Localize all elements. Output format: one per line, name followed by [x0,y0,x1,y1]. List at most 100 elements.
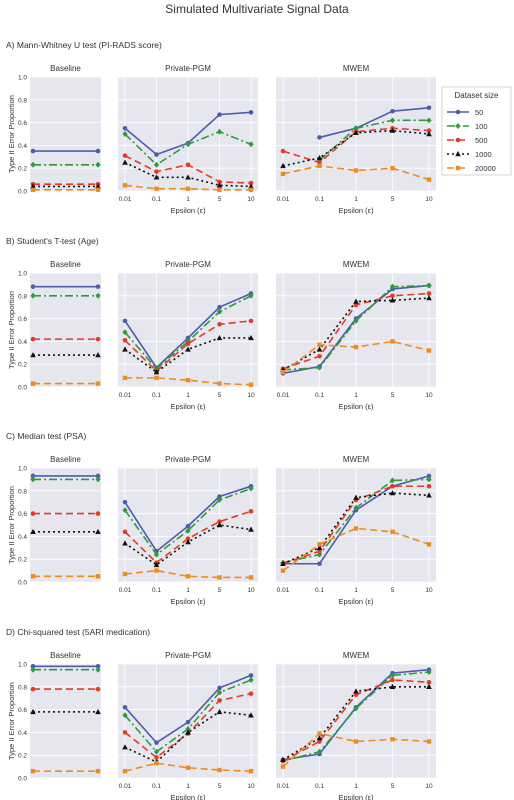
pgm-point-20000 [185,186,191,191]
mwem-point-1000 [316,346,323,352]
mwem-point-100 [389,117,396,124]
pgm-point-20000 [122,768,128,774]
mwem-point-500 [390,293,395,299]
baseline-marker-1000 [30,352,36,358]
x-tick-label: 5 [218,196,222,203]
x-tick-label: 0.01 [119,587,132,594]
mwem-point-100 [426,282,432,289]
y-tick-label: 0.4 [18,143,27,150]
legend-marker-20000 [455,165,461,171]
pgm-point-50 [217,685,222,691]
pgm-point-1000 [216,708,223,715]
panel-pgm: Private-PGM 0.01 0.1 1 5 10 Epsilon (ε) [118,260,258,411]
legend-label-500: 500 [475,136,488,145]
baseline-marker-500 [95,511,101,516]
pgm-point-100 [153,161,160,168]
x-axis-label: Epsilon (ε) [170,597,206,606]
pgm-point-50 [248,673,254,678]
pgm-point-1000 [122,744,128,750]
x-tick-label: 10 [425,783,433,790]
y-tick-label: 0.6 [18,316,27,323]
pgm-point-1000 [216,334,223,341]
baseline-marker-100 [30,161,36,168]
mwem-point-20000 [426,177,432,182]
baseline-marker-100 [95,161,101,168]
legend-marker-1000 [455,151,461,157]
legend-label-1000: 1000 [475,150,492,159]
mwem-point-1000 [426,295,432,301]
mwem-point-100 [353,125,359,132]
x-tick-label: 5 [218,783,222,790]
y-tick-label: 0.8 [18,684,27,691]
pgm-point-100 [122,507,128,514]
x-tick-label: 10 [247,587,255,594]
pgm-point-50 [154,740,159,745]
baseline-marker-50 [95,473,101,479]
baseline-marker-100 [95,666,101,673]
baseline-marker-20000 [30,187,36,193]
y-tick-label: 0.8 [18,97,27,104]
legend-label-50: 50 [475,108,483,117]
mwem-point-1000 [316,735,323,741]
pgm-point-1000 [248,712,254,718]
mwem-point-20000 [390,166,395,171]
mwem-point-1000 [353,494,359,500]
mwem-line-1000 [282,297,430,371]
pgm-line-20000 [124,184,251,191]
pgm-point-500 [185,341,191,346]
mwem-point-20000 [353,526,359,531]
panel-title: Private-PGM [165,651,211,660]
mwem-point-20000 [280,764,286,769]
pgm-point-1000 [185,539,191,545]
baseline-marker-1000 [95,352,101,358]
y-tick-label: 1.0 [18,662,27,669]
mwem-point-1000 [316,544,323,550]
baseline-marker-100 [95,292,101,299]
mwem-point-100 [353,705,359,712]
mwem-line-20000 [282,165,430,181]
baseline-marker-20000 [30,574,36,579]
pgm-line-1000 [124,524,252,566]
mwem-point-20000 [280,171,286,177]
pgm-point-50 [185,335,191,341]
baseline-marker-100 [30,476,36,483]
pgm-point-50 [122,705,128,710]
row-label: A) Mann-Whitney U test (PI-RADS score) [6,40,162,50]
mwem-point-20000 [317,542,322,547]
mwem-point-100 [389,672,396,679]
mwem-point-20000 [390,529,395,535]
pgm-point-500 [217,179,222,185]
mwem-point-500 [426,291,432,296]
pgm-point-100 [216,308,223,315]
baseline-marker-500 [95,336,101,342]
x-tick-label: 10 [247,783,255,790]
x-tick-label: 1 [186,392,190,399]
baseline-marker-1000 [95,528,101,535]
mwem-point-1000 [426,131,432,137]
baseline-marker-50 [95,663,101,669]
mwem-point-100 [353,317,359,324]
row-c: C) Median test (PSA) Baseline 0.0 0.2 0.4 0.6… [6,431,436,606]
baseline-marker-20000 [95,187,101,193]
pgm-point-50 [217,494,222,499]
x-tick-label: 0.01 [119,783,132,790]
pgm-point-50 [248,110,254,115]
mwem-point-500 [353,302,359,308]
baseline-marker-50 [30,473,36,479]
mwem-point-20000 [280,369,286,375]
baseline-marker-100 [30,666,36,673]
x-tick-label: 5 [391,392,395,399]
mwem-line-100 [282,671,430,762]
pgm-line-20000 [125,377,252,386]
panel-title: Private-PGM [165,64,211,73]
baseline-marker-20000 [30,381,36,386]
y-tick-label: 1.0 [18,271,27,278]
pgm-line-1000 [124,711,252,763]
panel-pgm: Private-PGM 0.01 0.1 1 5 10 Epsilon (ε) [118,651,258,800]
y-tick-label: 0.2 [18,557,27,564]
pgm-point-50 [217,112,222,117]
pgm-point-1000 [153,561,160,568]
pgm-point-100 [248,485,254,492]
baseline-marker-100 [30,292,36,299]
